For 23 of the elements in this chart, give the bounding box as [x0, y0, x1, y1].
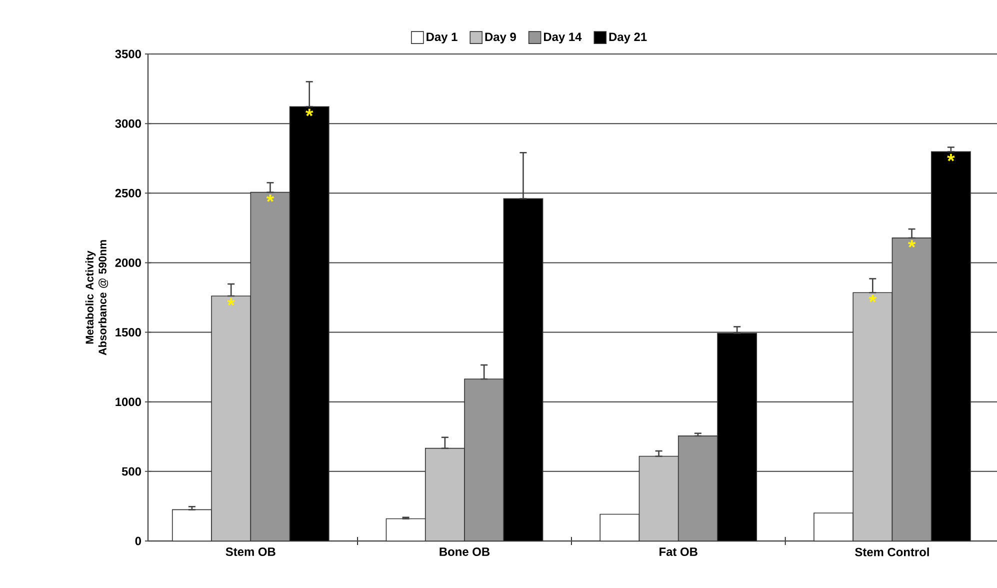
x-tick-label: Stem OB: [226, 548, 276, 556]
legend-label: Day 21: [609, 32, 647, 44]
legend-label: Day 1: [426, 32, 458, 44]
y-tick-label: 2000: [115, 258, 141, 267]
y-tick-label: 2500: [115, 188, 141, 198]
y-tick-label: 3000: [115, 119, 141, 128]
y-tick-label: 1000: [116, 398, 141, 406]
y-tick-label: 1500: [116, 328, 141, 337]
data-label: *: [306, 108, 314, 116]
x-tick-label: Bone OB: [440, 548, 490, 556]
y-axis-title: Metabolic Activity Absorbance @ 590nm: [85, 240, 108, 356]
y-tick-label: 3500: [115, 50, 141, 58]
y-tick-label: 0: [135, 536, 141, 546]
x-tick-label: Stem Control: [855, 548, 929, 556]
data-label: *: [266, 194, 274, 202]
data-label: *: [868, 294, 877, 302]
legend-label: Day 14: [544, 32, 582, 44]
data-label: *: [908, 240, 916, 248]
data-label: *: [227, 298, 235, 306]
data-label: *: [947, 154, 955, 162]
y-tick-label: 500: [122, 467, 141, 476]
legend-label: Day 9: [485, 32, 516, 44]
x-tick-label: Fat OB: [660, 548, 698, 556]
